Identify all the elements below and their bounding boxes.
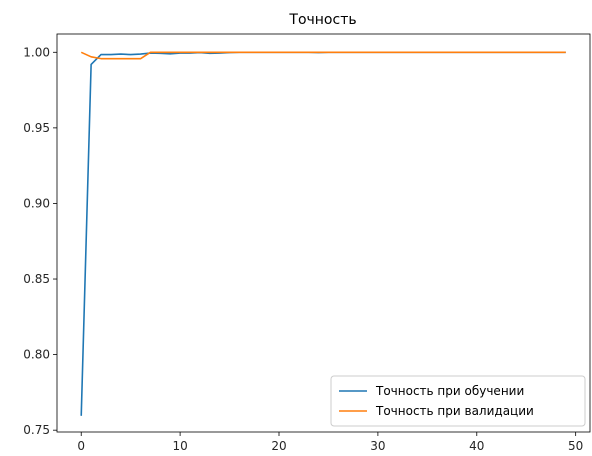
x-tick-label: 40 <box>469 439 484 453</box>
legend-label: Точность при обучении <box>375 384 524 398</box>
y-tick-label: 0.75 <box>23 423 50 437</box>
x-tick-label: 10 <box>172 439 187 453</box>
x-tick-label: 0 <box>77 439 85 453</box>
y-tick-label: 0.80 <box>23 348 50 362</box>
legend-label: Точность при валидации <box>375 404 534 418</box>
y-tick-label: 0.90 <box>23 196 50 210</box>
x-tick-label: 20 <box>271 439 286 453</box>
y-tick-label: 1.00 <box>23 45 50 59</box>
series-layer <box>81 52 566 416</box>
plot-frame <box>57 34 590 432</box>
x-tick-label: 50 <box>568 439 583 453</box>
training-accuracy-line <box>81 52 566 416</box>
y-tick-label: 0.85 <box>23 272 50 286</box>
chart-title: Точность <box>288 12 356 28</box>
y-tick-label: 0.95 <box>23 121 50 135</box>
x-tick-label: 30 <box>370 439 385 453</box>
legend: Точность при обучении Точность при валида… <box>331 376 585 426</box>
